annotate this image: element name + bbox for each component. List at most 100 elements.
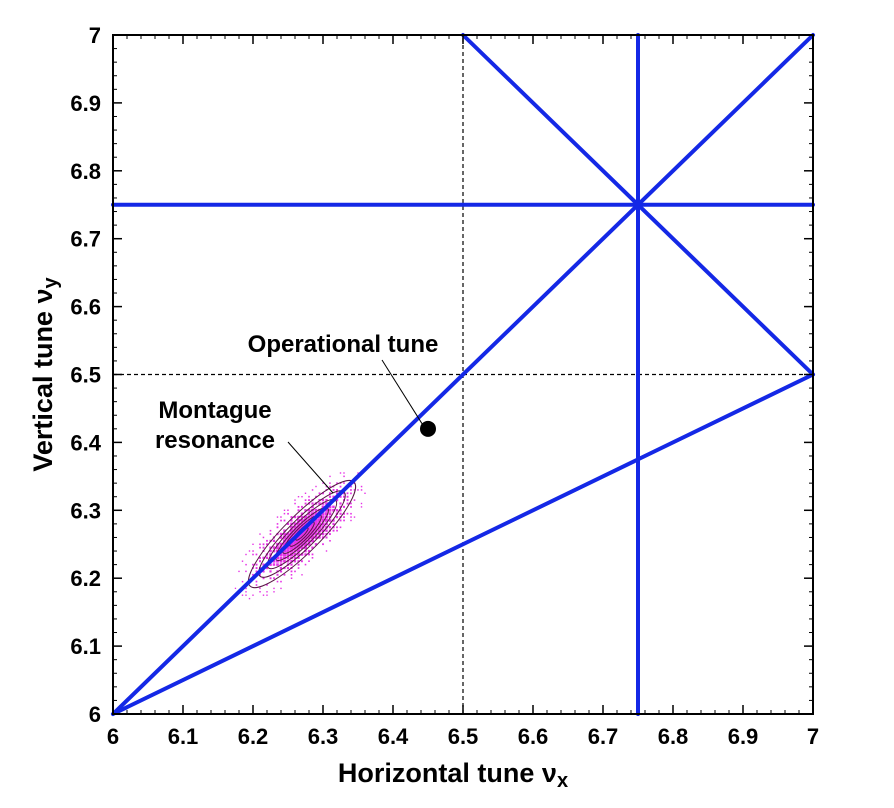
distribution-cell (339, 509, 342, 512)
x-tick-label: 6.6 (518, 724, 549, 749)
distribution-cell (289, 532, 294, 536)
distribution-cell (297, 509, 300, 512)
distribution-cell (303, 518, 308, 523)
distribution-cell (262, 577, 265, 580)
distribution-cell (350, 516, 352, 518)
distribution-cell (276, 573, 279, 576)
resonance-lines (111, 33, 815, 716)
distribution-cell (308, 560, 310, 562)
distribution-cell (269, 553, 272, 556)
distribution-cell (360, 489, 363, 491)
distribution-cell (286, 567, 289, 570)
distribution-cell (314, 522, 318, 526)
distribution-cell (308, 499, 310, 501)
distribution-cell (272, 546, 276, 549)
montague-resonance-label: Montague resonance (155, 397, 275, 454)
distribution-cell (290, 574, 293, 576)
distribution-cell (317, 515, 322, 519)
x-axis-title: Horizontal tune νx (338, 758, 568, 792)
distribution-cell (322, 543, 324, 546)
distribution-cell (317, 522, 322, 526)
distribution-cell (282, 552, 287, 557)
distribution-cell (307, 539, 311, 543)
distribution-cell (283, 532, 286, 536)
axis-ticks: 6 6.1 6.2 6.3 6.4 6.5 6.6 6.7 6.8 6.9 7 6 6.1 6.2 6.3 6… (70, 23, 819, 749)
distribution-cell (280, 570, 283, 573)
distribution-cell (300, 532, 304, 536)
operational-tune-marker (420, 420, 436, 437)
x-tick-label: 6.7 (588, 724, 619, 749)
distribution-cell (269, 577, 272, 580)
distribution-cell (293, 529, 297, 533)
x-tick-label: 6.3 (308, 724, 339, 749)
distribution-cell (321, 499, 325, 502)
distribution-cell (282, 542, 287, 546)
distribution-cell (339, 502, 342, 505)
distribution-cell (360, 506, 363, 508)
distribution-cell (304, 549, 307, 553)
distribution-cell (283, 535, 286, 539)
distribution-cell (262, 536, 265, 539)
distribution-cell (269, 549, 272, 553)
distribution-cell (321, 536, 325, 539)
distribution-cell (343, 472, 345, 474)
distribution-cell (325, 485, 328, 488)
distribution-cell (269, 529, 272, 532)
distribution-cell (248, 550, 251, 552)
distribution-cell (297, 556, 300, 559)
x-tick-label: 6.8 (658, 724, 689, 749)
distribution-cell (297, 567, 300, 569)
x-tick-label: 7 (807, 724, 819, 749)
distribution-cell (343, 519, 345, 522)
distribution-cell (296, 546, 301, 550)
distribution-cell (346, 512, 349, 515)
distribution-cell (357, 472, 359, 474)
distribution-cell (335, 516, 339, 519)
distribution-cell (318, 529, 321, 533)
distribution-cell (245, 591, 247, 593)
distribution-cell (255, 553, 258, 556)
distribution-cell (346, 499, 349, 502)
distribution-cell (321, 512, 325, 516)
distribution-cell (332, 519, 335, 522)
distribution-cell (357, 489, 359, 491)
montague-resonance-line: resonance (155, 427, 275, 454)
distribution-cell (269, 570, 272, 573)
distribution-cell (297, 506, 300, 508)
distribution-cell (283, 509, 286, 511)
distribution-cell (301, 496, 303, 498)
distribution-cell (329, 492, 331, 495)
distribution-cell (332, 489, 335, 491)
distribution-cell (262, 594, 265, 596)
distribution-cell (336, 492, 338, 495)
distribution-cell (346, 495, 349, 498)
x-tick-label: 6.2 (238, 724, 269, 749)
distribution-cell (252, 594, 254, 596)
distribution-cell (241, 560, 244, 562)
distribution-cell (318, 532, 321, 536)
distribution-cell (303, 528, 308, 533)
distribution-cell (311, 489, 314, 491)
distribution-cell (276, 516, 279, 518)
distribution-cell (283, 529, 286, 532)
y-tick-label: 6.9 (70, 91, 101, 116)
contour-ring (282, 514, 322, 554)
distribution-cell (279, 536, 283, 539)
distribution-cell (262, 546, 265, 549)
x-axis-label-subscript: x (557, 770, 568, 792)
distribution-cell (304, 502, 307, 505)
y-tick-label: 6.4 (70, 430, 101, 455)
distribution-cell (265, 556, 269, 559)
distribution-cell (304, 492, 307, 494)
distribution-cell (307, 518, 311, 523)
distribution-cell (273, 577, 275, 580)
distribution-cell (303, 535, 308, 540)
distribution-cell (297, 549, 300, 553)
distribution-cell (289, 535, 294, 540)
distribution-cell (329, 485, 331, 488)
distribution-cell (286, 552, 290, 556)
distribution-cell (286, 545, 290, 550)
distribution-cell (303, 539, 308, 543)
distribution-cell (252, 563, 254, 566)
distribution-cell (343, 492, 345, 495)
